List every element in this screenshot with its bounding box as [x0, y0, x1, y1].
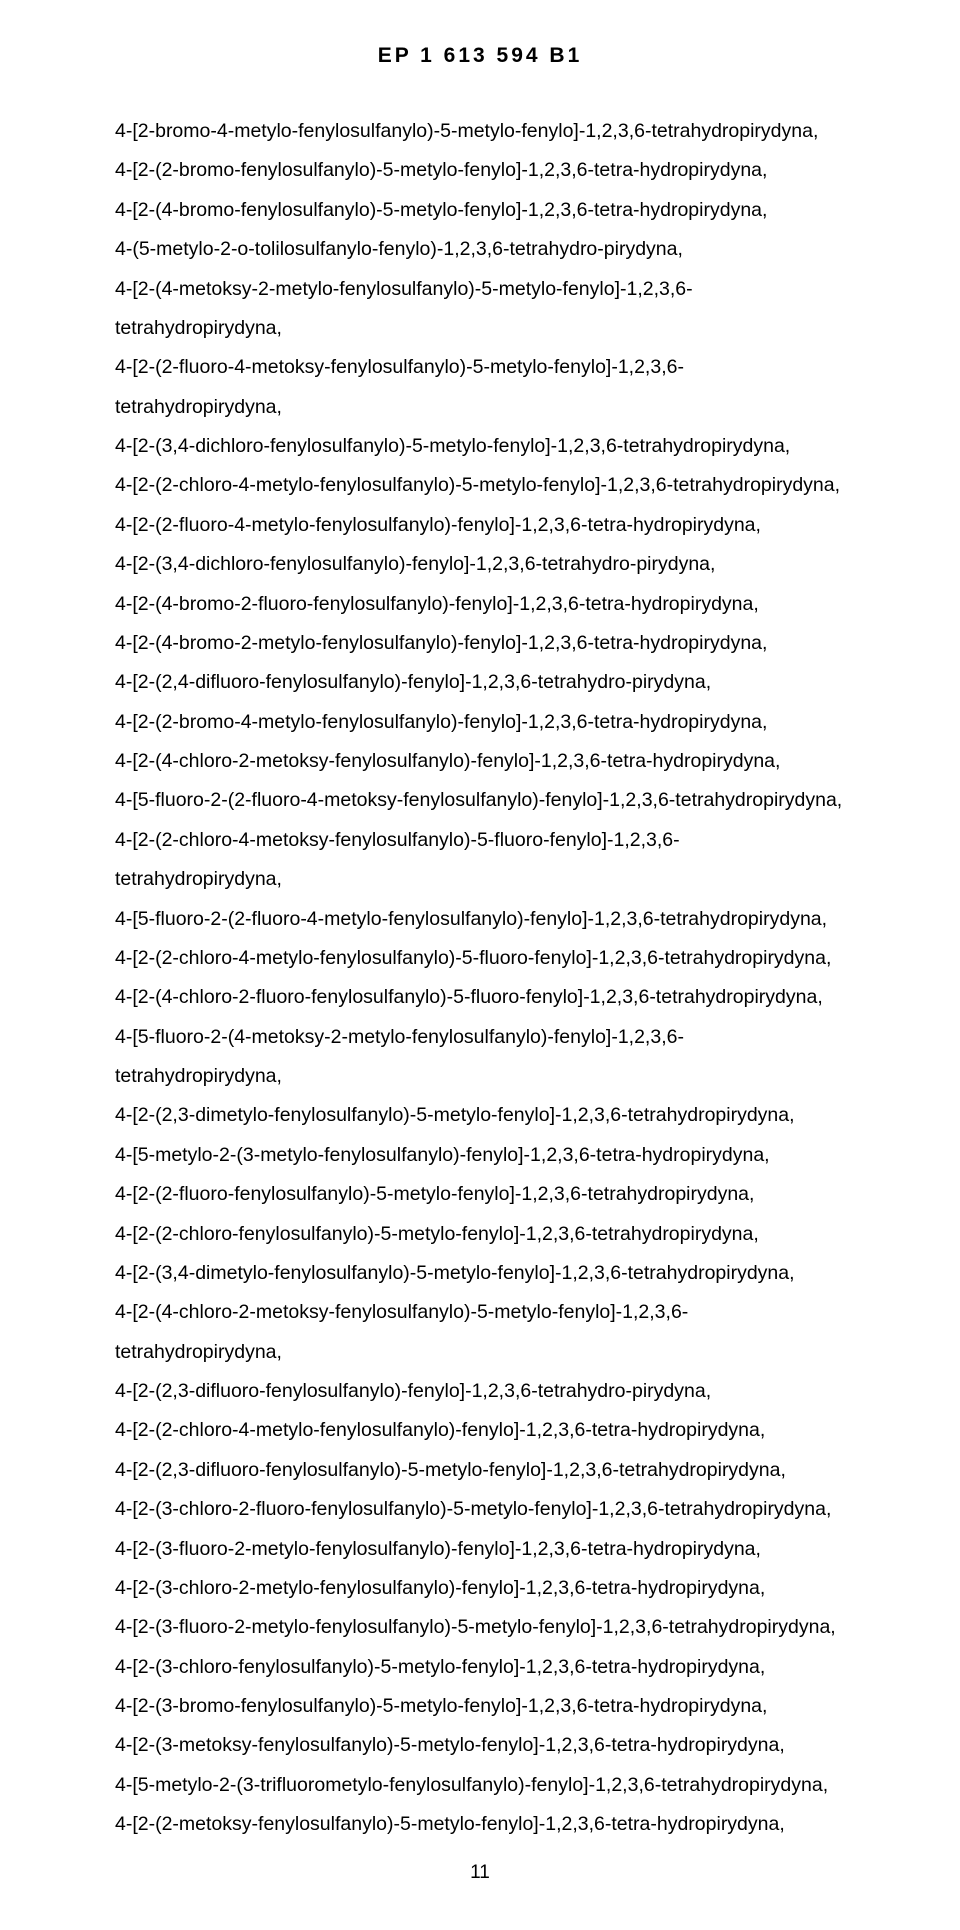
compound-line: 4-[2-(2,4-difluoro-fenylosulfanylo)-feny… [115, 663, 845, 702]
compound-line: 4-[2-(2-bromo-fenylosulfanylo)-5-metylo-… [115, 151, 845, 190]
compound-line: 4-[2-(2,3-difluoro-fenylosulfanylo)-feny… [115, 1372, 845, 1411]
compound-line: 4-[2-(3-metoksy-fenylosulfanylo)-5-metyl… [115, 1726, 845, 1765]
compound-line: 4-[2-(2-chloro-4-metylo-fenylosulfanylo)… [115, 939, 845, 978]
compound-line: 4-[2-(4-chloro-2-metoksy-fenylosulfanylo… [115, 1293, 845, 1372]
compound-line: 4-[2-(3-chloro-2-metylo-fenylosulfanylo)… [115, 1569, 845, 1608]
compound-line: 4-[2-(3-fluoro-2-metylo-fenylosulfanylo)… [115, 1608, 845, 1647]
compound-line: 4-[5-fluoro-2-(4-metoksy-2-metylo-fenylo… [115, 1018, 845, 1097]
compound-line: 4-[2-(2-chloro-4-metylo-fenylosulfanylo)… [115, 466, 845, 505]
compound-line: 4-[2-(4-chloro-2-metoksy-fenylosulfanylo… [115, 742, 845, 781]
compound-line: 4-[2-(2-chloro-4-metoksy-fenylosulfanylo… [115, 821, 845, 900]
page-number: 11 [0, 1862, 960, 1884]
compound-line: 4-[5-fluoro-2-(2-fluoro-4-metoksy-fenylo… [115, 781, 845, 820]
compound-line: 4-[2-(3,4-dimetylo-fenylosulfanylo)-5-me… [115, 1254, 845, 1293]
compound-line: 4-[2-(2,3-difluoro-fenylosulfanylo)-5-me… [115, 1451, 845, 1490]
compound-line: 4-[2-(3-fluoro-2-metylo-fenylosulfanylo)… [115, 1530, 845, 1569]
compound-line: 4-[2-(2-fluoro-4-metylo-fenylosulfanylo)… [115, 506, 845, 545]
compound-line: 4-[2-(2-fluoro-fenylosulfanylo)-5-metylo… [115, 1175, 845, 1214]
compound-line: 4-[2-(2-chloro-fenylosulfanylo)-5-metylo… [115, 1215, 845, 1254]
compound-line: 4-[2-(3-chloro-2-fluoro-fenylosulfanylo)… [115, 1490, 845, 1529]
compound-line: 4-(5-metylo-2-o-tolilosulfanylo-fenylo)-… [115, 230, 845, 269]
compound-line: 4-[2-(2-chloro-4-metylo-fenylosulfanylo)… [115, 1411, 845, 1450]
compound-line: 4-[5-metylo-2-(3-metylo-fenylosulfanylo)… [115, 1136, 845, 1175]
compound-line: 4-[2-(2,3-dimetylo-fenylosulfanylo)-5-me… [115, 1096, 845, 1135]
compound-line: 4-[2-(3,4-dichloro-fenylosulfanylo)-5-me… [115, 427, 845, 466]
compound-line: 4-[2-(2-fluoro-4-metoksy-fenylosulfanylo… [115, 348, 845, 427]
compound-line: 4-[2-bromo-4-metylo-fenylosulfanylo)-5-m… [115, 112, 845, 151]
compound-line: 4-[2-(3-chloro-fenylosulfanylo)-5-metylo… [115, 1648, 845, 1687]
document-header: EP 1 613 594 B1 [115, 44, 845, 68]
compound-line: 4-[2-(3-bromo-fenylosulfanylo)-5-metylo-… [115, 1687, 845, 1726]
compound-line: 4-[2-(4-metoksy-2-metylo-fenylosulfanylo… [115, 270, 845, 349]
compound-line: 4-[5-metylo-2-(3-trifluorometylo-fenylos… [115, 1766, 845, 1805]
compound-line: 4-[2-(4-bromo-2-fluoro-fenylosulfanylo)-… [115, 585, 845, 624]
compound-line: 4-[2-(4-bromo-fenylosulfanylo)-5-metylo-… [115, 191, 845, 230]
compound-line: 4-[2-(3,4-dichloro-fenylosulfanylo)-feny… [115, 545, 845, 584]
compound-line: 4-[2-(4-chloro-2-fluoro-fenylosulfanylo)… [115, 978, 845, 1017]
patent-page: EP 1 613 594 B1 4-[2-bromo-4-metylo-feny… [0, 0, 960, 1930]
compound-line: 4-[5-fluoro-2-(2-fluoro-4-metylo-fenylos… [115, 900, 845, 939]
compound-line: 4-[2-(4-bromo-2-metylo-fenylosulfanylo)-… [115, 624, 845, 663]
compound-line: 4-[2-(2-metoksy-fenylosulfanylo)-5-metyl… [115, 1805, 845, 1844]
compound-line: 4-[2-(2-bromo-4-metylo-fenylosulfanylo)-… [115, 703, 845, 742]
compound-list: 4-[2-bromo-4-metylo-fenylosulfanylo)-5-m… [115, 112, 845, 1845]
